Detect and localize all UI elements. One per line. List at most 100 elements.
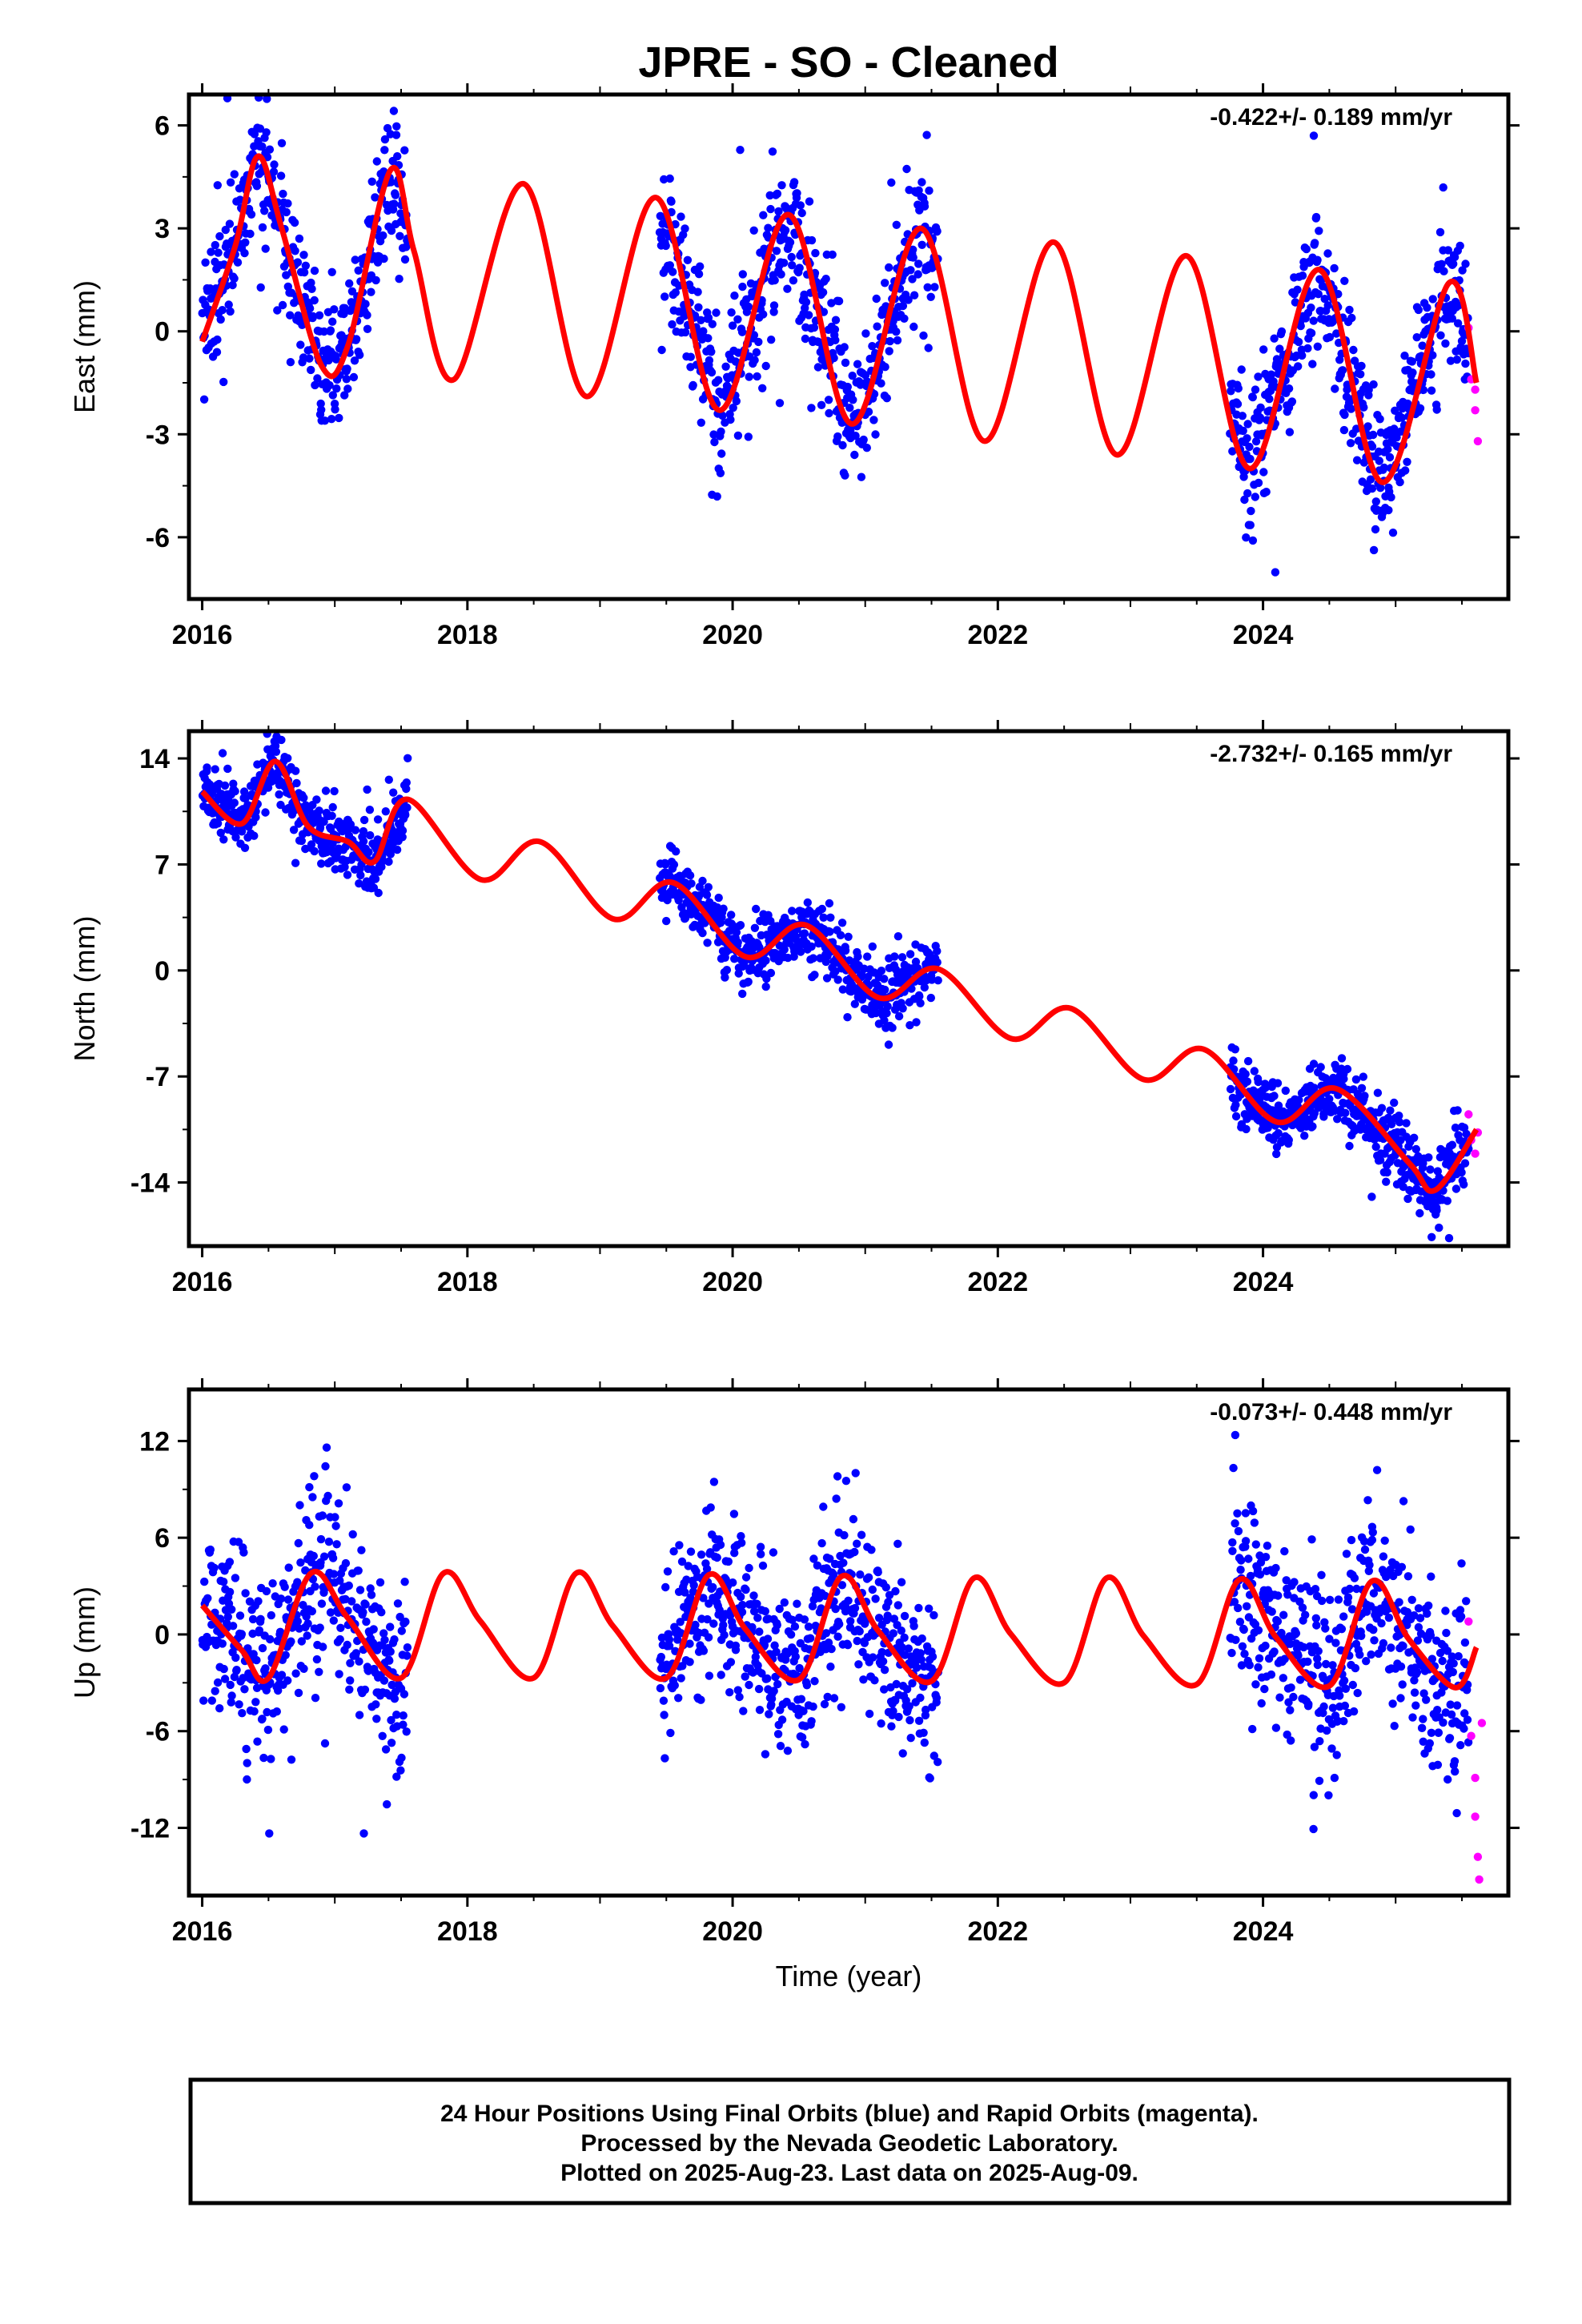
up-data-point: [1407, 1595, 1416, 1605]
up-data-point: [1322, 1659, 1331, 1669]
east-data-point: [1325, 332, 1335, 342]
north-data-point: [1460, 1124, 1469, 1132]
north-data-point: [727, 911, 736, 919]
east-data-point: [708, 320, 717, 328]
east-data-point: [873, 322, 881, 331]
east-data-point: [1313, 342, 1323, 351]
up-data-point: [1387, 1643, 1395, 1652]
east-data-point: [262, 128, 271, 137]
east-data-point: [813, 363, 823, 372]
up-data-point: [823, 1692, 832, 1702]
up-data-point: [225, 1587, 235, 1597]
up-data-point: [200, 1577, 209, 1586]
up-data-point: [287, 1755, 296, 1764]
up-data-point: [917, 1655, 926, 1664]
up-data-point: [344, 1581, 353, 1590]
east-data-point: [717, 427, 725, 436]
east-data-point: [250, 130, 259, 139]
north-data-point: [392, 845, 402, 854]
east-data-point: [924, 344, 933, 352]
up-data-point: [676, 1618, 685, 1626]
up-data-point: [235, 1611, 245, 1620]
up-data-point: [769, 1687, 778, 1695]
up-data-point: [387, 1739, 396, 1747]
east-data-point: [1427, 370, 1435, 379]
up-data-point: [275, 1627, 285, 1637]
north-data-point: [366, 830, 375, 840]
up-data-point: [252, 1655, 261, 1665]
up-data-point: [1271, 1723, 1281, 1732]
north-data-point: [364, 848, 373, 857]
east-data-point: [391, 191, 400, 199]
east-data-point: [1269, 377, 1278, 386]
east-data-point: [657, 345, 666, 355]
east-data-point: [1309, 316, 1318, 325]
east-data-point: [343, 384, 352, 393]
east-data-point: [825, 408, 833, 418]
up-data-point: [1412, 1667, 1422, 1677]
east-data-point: [1447, 314, 1457, 323]
up-data-point: [1241, 1509, 1251, 1518]
north-data-point: [1387, 1120, 1396, 1129]
north-data-point: [669, 860, 679, 869]
up-data-point: [1372, 1466, 1382, 1474]
east-data-point: [933, 227, 942, 235]
up-data-point: [345, 1685, 354, 1694]
east-data-point: [1369, 545, 1379, 555]
up-data-point: [835, 1619, 844, 1629]
up-data-point: [1396, 1694, 1405, 1703]
east-data-point: [230, 274, 239, 283]
east-data-point: [331, 355, 341, 364]
up-data-point: [741, 1573, 751, 1582]
up-data-point: [666, 1728, 675, 1738]
east-data-point: [328, 317, 337, 326]
up-data-point: [199, 1696, 208, 1705]
east-data-point: [1293, 285, 1302, 294]
up-data-point: [1423, 1609, 1431, 1618]
north-model-curve: [200, 758, 1480, 1194]
east-data-point: [247, 210, 256, 219]
up-data-point: [905, 1715, 914, 1725]
x-axis-label: Time (year): [776, 1960, 922, 1992]
up-data-point: [294, 1538, 303, 1548]
east-data-point: [909, 291, 919, 300]
east-data-point: [707, 348, 716, 356]
east-data-point: [770, 275, 779, 285]
east-data-point: [391, 131, 401, 139]
east-data-point: [1340, 276, 1349, 285]
north-data-point: [384, 857, 393, 866]
east-data-point: [224, 300, 233, 309]
north-data-point: [402, 784, 411, 794]
north-data-point: [1231, 1112, 1241, 1121]
north-data-point: [1383, 1113, 1393, 1123]
up-data-point: [379, 1629, 388, 1638]
east-data-point: [216, 315, 225, 324]
east-data-point: [661, 241, 670, 251]
north-data-point: [1375, 1156, 1385, 1164]
up-data-point: [402, 1727, 411, 1736]
up-data-point: [1339, 1717, 1348, 1726]
up-data-point: [793, 1599, 801, 1608]
north-data-point: [398, 826, 408, 835]
east-data-point: [1311, 239, 1319, 247]
up-data-point: [1399, 1497, 1408, 1506]
up-data-point: [1321, 1624, 1330, 1633]
east-data-point: [1294, 362, 1303, 371]
up-data-point: [1325, 1634, 1334, 1643]
east-data-point: [1383, 444, 1392, 454]
east-data-point: [721, 362, 730, 371]
east-data-point: [885, 336, 894, 346]
up-data-point: [715, 1606, 724, 1614]
east-data-point: [859, 435, 868, 444]
up-data-point: [797, 1695, 806, 1703]
east-data-point: [332, 384, 341, 393]
up-data-point: [1427, 1655, 1437, 1663]
up-data-point: [806, 1634, 815, 1642]
up-data-point: [372, 1715, 381, 1723]
north-data-point: [761, 982, 770, 991]
up-data-point: [279, 1725, 288, 1734]
east-data-point: [736, 146, 745, 155]
up-data-point: [921, 1705, 930, 1715]
east-y-tick-label: 3: [155, 214, 170, 244]
east-data-point: [821, 275, 830, 283]
